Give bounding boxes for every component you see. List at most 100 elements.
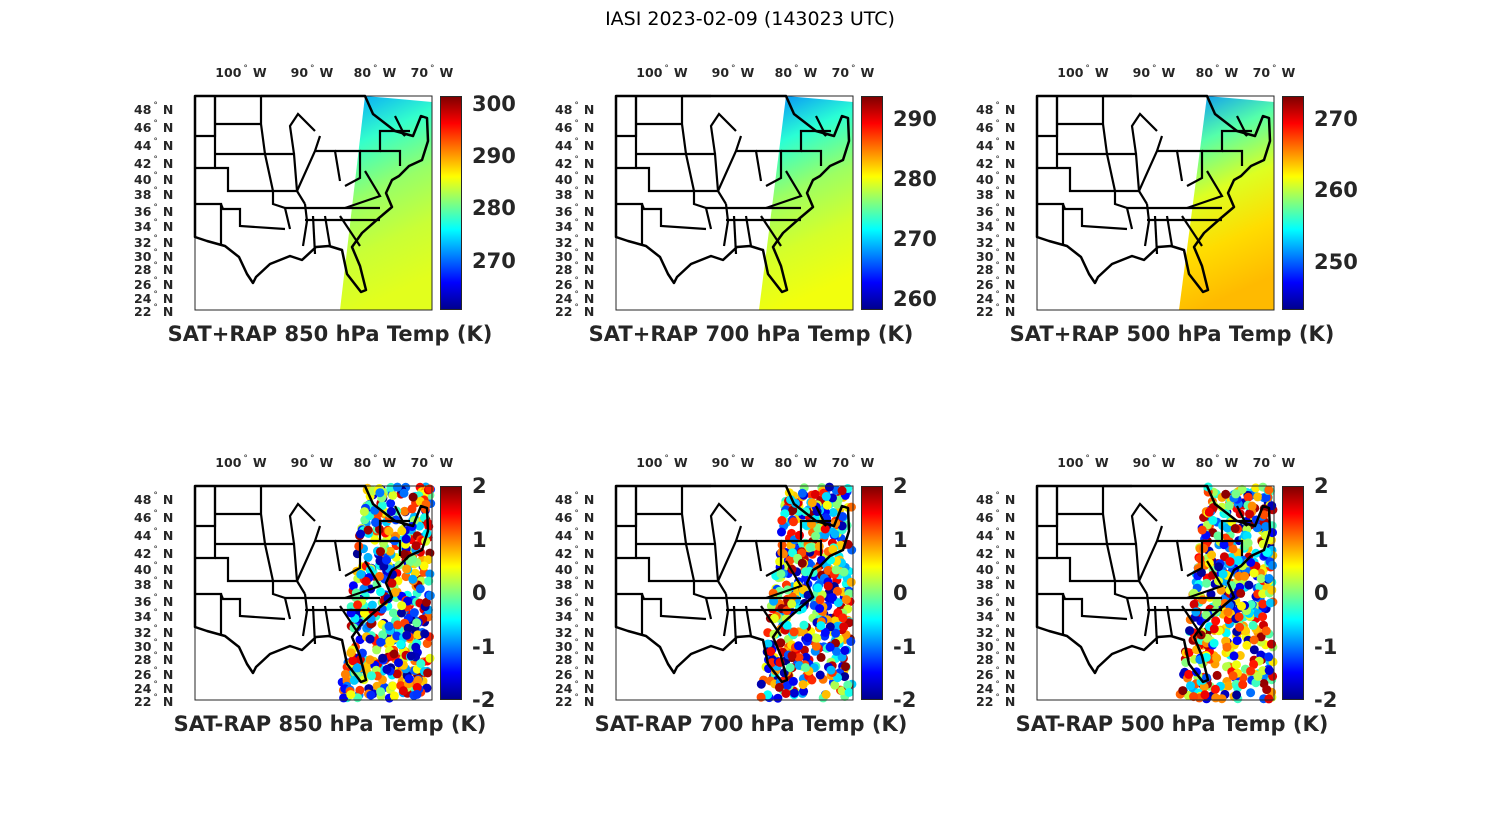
data-point [1197,525,1207,535]
data-point [797,488,807,498]
data-point [831,565,841,575]
lat-suffix: N [1004,594,1016,609]
lon-tick-label: 70 ° W [1253,64,1296,80]
state-border [1037,202,1065,246]
lat-suffix: N [583,667,595,682]
degree-symbol: ° [1152,64,1157,74]
data-point [392,631,402,641]
lat-value: 36 [134,594,152,609]
data-point [377,501,387,511]
data-point [376,547,385,557]
data-point [375,556,385,566]
degree-symbol: ° [574,303,579,313]
map-panel: 100 ° W 90 ° W 80 ° W 70 ° W 48 ° N 46 ° N 44 ° N 42 ° N 40 ° N 38 °… [551,450,951,740]
data-point [1189,599,1199,609]
data-point [815,595,825,605]
data-point [1195,554,1205,564]
degree-symbol: ° [574,693,579,703]
map-axes [193,482,436,703]
state-border [215,556,273,583]
data-point [376,687,386,697]
data-point [1204,507,1214,517]
colorbar-tick-label: 0 [1314,581,1329,605]
degree-symbol: ° [1215,454,1220,464]
lat-suffix: N [162,249,174,264]
data-point [403,623,413,633]
lat-suffix: N [583,291,595,306]
data-point [423,668,433,678]
degree-symbol: ° [574,608,579,618]
lat-value: 22 [555,694,573,709]
data-point [795,530,804,540]
data-point [1246,688,1256,698]
lon-tick-label: 100 ° W [1057,454,1108,470]
data-point [827,593,837,602]
state-border [1157,539,1184,572]
data-point [1243,492,1253,502]
data-point [353,600,363,610]
colorbar-tick-label: -1 [893,634,917,659]
lon-value: 90 [711,65,730,80]
data-point [1264,666,1274,675]
lon-value: 90 [1132,455,1151,470]
state-border [801,149,823,166]
data-point [838,613,848,623]
lat-suffix: N [1004,120,1016,135]
lat-value: 36 [555,594,573,609]
data-point [1262,685,1272,695]
degree-symbol: ° [574,527,579,537]
lat-suffix: N [583,277,595,292]
state-border [815,115,827,137]
state-border [273,189,306,205]
data-point [413,630,423,640]
lat-tick-label: 42 ° N [555,544,594,560]
data-point [363,525,373,535]
data-point [375,571,384,581]
lat-suffix: N [1004,492,1016,507]
colorbar-tick-label: 270 [1314,106,1358,131]
data-point [1245,509,1254,519]
data-point [1246,666,1256,676]
state-border [195,202,223,246]
data-point [776,569,786,579]
state-border [271,581,292,620]
state-border [680,486,696,582]
state-border [616,96,638,138]
lon-tick-label: 90 ° W [291,454,334,470]
degree-symbol: ° [574,638,579,648]
state-border [1057,556,1115,583]
data-point [1249,659,1259,669]
lon-tick-label: 90 ° W [712,454,755,470]
degree-symbol: ° [430,454,435,464]
data-point [798,680,808,690]
data-point [411,541,421,551]
data-point [1237,484,1247,494]
lat-value: 24 [555,681,573,696]
lat-suffix: N [162,652,174,667]
lat-suffix: N [583,681,595,696]
state-border [765,170,803,210]
state-border [636,556,694,583]
data-point [346,690,356,700]
lat-value: 36 [976,204,994,219]
degree-symbol: ° [574,203,579,213]
map-axes [614,482,857,703]
map-svg [193,482,436,703]
data-point [787,599,797,609]
degree-symbol: ° [1152,454,1157,464]
degree-symbol: ° [153,171,158,181]
colorbar-tick-label: 270 [893,227,937,252]
lat-tick-label: 22 ° N [134,692,173,708]
lon-tick-label: 90 ° W [1133,454,1176,470]
state-border [1037,486,1059,528]
data-point [811,531,821,541]
lat-suffix: N [583,102,595,117]
figure-title: IASI 2023-02-09 (143023 UTC) [605,8,895,30]
state-border [315,149,342,182]
data-point [821,690,831,699]
lat-value: 40 [555,172,573,187]
degree-symbol: ° [995,576,1000,586]
data-point [348,581,358,591]
lon-suffix: W [252,455,267,470]
lat-value: 32 [134,625,152,640]
